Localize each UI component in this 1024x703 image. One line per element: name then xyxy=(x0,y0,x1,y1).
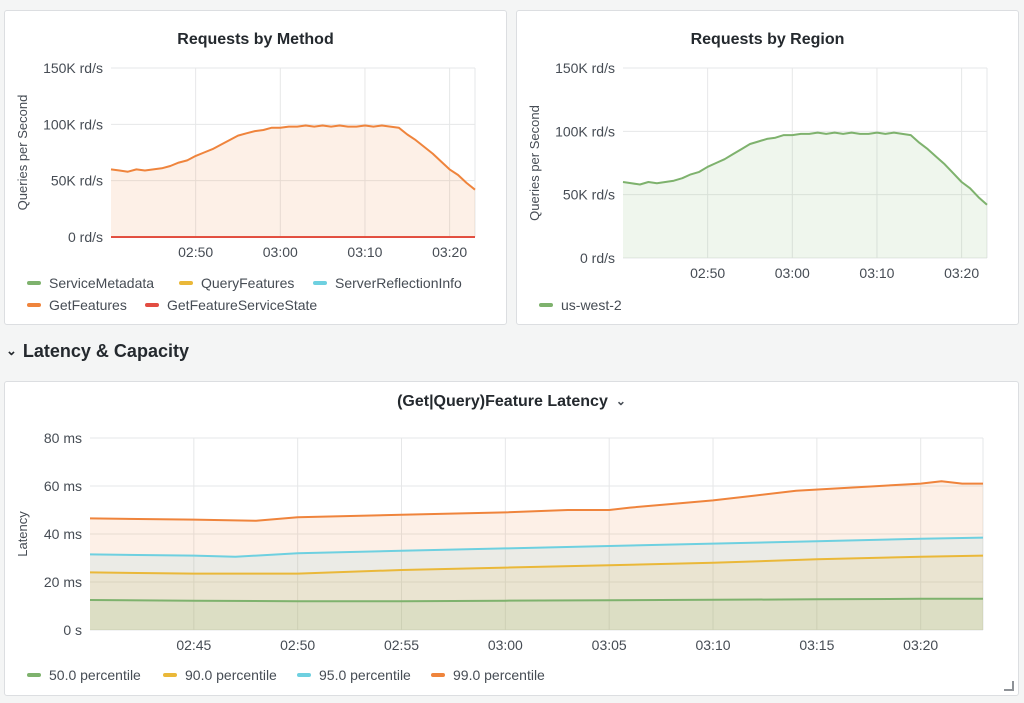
y-tick-label: 150K rd/s xyxy=(555,60,615,76)
y-tick-label: 20 ms xyxy=(44,574,82,590)
chart-requests-by-method: 0 rd/s 50K rd/s 100K rd/s 150K rd/s 02:50 03:… xyxy=(15,60,476,260)
legend-label: GetFeatures xyxy=(49,297,127,313)
series-area xyxy=(90,555,983,630)
panel-title-text: (Get|Query)Feature Latency xyxy=(397,393,608,410)
y-tick-label: 60 ms xyxy=(44,478,82,494)
x-tick-label: 03:00 xyxy=(263,244,298,260)
legend-item[interactable]: QueryFeatures xyxy=(179,275,294,291)
legend-swatch xyxy=(431,673,445,678)
y-tick-label: 50K rd/s xyxy=(51,173,103,189)
y-tick-label: 40 ms xyxy=(44,526,82,542)
panel-requests-by-method: Requests by Method 0 rd/s 50K rd/s 100K rd… xyxy=(4,10,507,325)
chart-feature-latency: 0 s 20 ms 40 ms 60 ms 80 ms 02:45 02:50 02:55 03… xyxy=(15,430,984,653)
legend-item[interactable]: GetFeatureServiceState xyxy=(145,297,317,313)
panel-title[interactable]: (Get|Query)Feature Latency ⌄ xyxy=(5,393,1018,411)
series-line xyxy=(622,131,988,206)
x-tick-label: 03:10 xyxy=(859,265,894,281)
legend: 50.0 percentile 90.0 percentile 95.0 per… xyxy=(5,382,1020,697)
legend-label: 90.0 percentile xyxy=(185,667,277,683)
grid xyxy=(90,437,984,631)
grid xyxy=(623,67,988,259)
x-tick-label: 03:05 xyxy=(592,637,627,653)
x-tick-label: 03:00 xyxy=(488,637,523,653)
x-tick-label: 03:20 xyxy=(903,637,938,653)
row-header-latency-capacity[interactable]: ⌄ Latency & Capacity xyxy=(6,341,189,362)
legend-swatch xyxy=(179,281,193,286)
legend-item[interactable]: us-west-2 xyxy=(539,297,622,313)
x-tick-label: 03:20 xyxy=(944,265,979,281)
legend-item[interactable]: ServerReflectionInfo xyxy=(313,275,462,291)
series-line xyxy=(89,554,984,575)
y-tick-label: 150K rd/s xyxy=(43,60,103,76)
series-line xyxy=(110,124,476,191)
y-axis-label: Latency xyxy=(15,511,30,557)
chevron-down-icon: ⌄ xyxy=(6,343,17,358)
y-axis-label: Queries per Second xyxy=(15,95,30,211)
row-title: Latency & Capacity xyxy=(22,341,189,361)
series-area xyxy=(90,598,983,630)
legend-label: 50.0 percentile xyxy=(49,667,141,683)
legend-swatch xyxy=(27,303,41,308)
legend-item[interactable]: ServiceMetadata xyxy=(27,275,154,291)
x-tick-label: 02:45 xyxy=(176,637,211,653)
legend-item[interactable]: GetFeatures xyxy=(27,297,127,313)
legend-swatch xyxy=(297,673,311,678)
x-tick-label: 03:15 xyxy=(799,637,834,653)
legend: us-west-2 xyxy=(517,11,1020,326)
series-line xyxy=(89,597,983,603)
x-tick-label: 03:00 xyxy=(775,265,810,281)
legend-label: GetFeatureServiceState xyxy=(167,297,318,313)
legend-label: 95.0 percentile xyxy=(319,667,411,683)
x-tick-label: 03:10 xyxy=(695,637,730,653)
legend-label: us-west-2 xyxy=(561,297,622,313)
panel-feature-latency: (Get|Query)Feature Latency ⌄ 0 s 20 ms 40 m… xyxy=(4,381,1019,696)
legend-item[interactable]: 95.0 percentile xyxy=(297,667,411,683)
y-tick-label: 100K rd/s xyxy=(43,116,103,132)
y-tick-label: 50K rd/s xyxy=(563,187,615,203)
legend-label: 99.0 percentile xyxy=(453,667,545,683)
chart-requests-by-region: 0 rd/s 50K rd/s 100K rd/s 150K rd/s 02:50 03:… xyxy=(527,60,988,281)
y-tick-label: 100K rd/s xyxy=(555,123,615,139)
panel-title[interactable]: Requests by Method xyxy=(177,31,334,48)
y-tick-label: 0 rd/s xyxy=(68,229,103,245)
x-tick-label: 02:50 xyxy=(178,244,213,260)
legend-item[interactable]: 50.0 percentile xyxy=(27,667,141,683)
legend-swatch xyxy=(313,281,327,286)
resize-handle[interactable] xyxy=(1004,681,1014,691)
legend-label: ServerReflectionInfo xyxy=(335,275,462,291)
chevron-down-icon: ⌄ xyxy=(615,394,626,408)
series-area xyxy=(90,481,983,630)
legend-label: QueryFeatures xyxy=(201,275,295,291)
legend-swatch xyxy=(27,281,41,286)
legend-swatch xyxy=(163,673,177,678)
series-line xyxy=(89,480,983,522)
y-tick-label: 0 s xyxy=(63,622,82,638)
legend-swatch xyxy=(539,303,553,308)
legend-item[interactable]: 99.0 percentile xyxy=(431,667,545,683)
panel-title[interactable]: Requests by Region xyxy=(690,31,845,48)
legend-label: ServiceMetadata xyxy=(49,275,155,291)
legend-swatch xyxy=(145,303,159,308)
panel-requests-by-region: Requests by Region 0 rd/s 50K rd/s 100K rd… xyxy=(516,10,1019,325)
legend: ServiceMetadata QueryFeatures ServerRefl… xyxy=(5,11,508,326)
x-tick-label: 03:20 xyxy=(432,244,467,260)
x-tick-label: 02:50 xyxy=(690,265,725,281)
legend-item[interactable]: 90.0 percentile xyxy=(163,667,277,683)
y-tick-label: 80 ms xyxy=(44,430,82,446)
x-tick-label: 03:10 xyxy=(347,244,382,260)
y-axis-label: Queries per Second xyxy=(527,105,542,221)
x-tick-label: 02:50 xyxy=(280,637,315,653)
series-line xyxy=(89,536,984,558)
x-tick-label: 02:55 xyxy=(384,637,419,653)
legend-swatch xyxy=(27,673,41,678)
y-tick-label: 0 rd/s xyxy=(580,250,615,266)
